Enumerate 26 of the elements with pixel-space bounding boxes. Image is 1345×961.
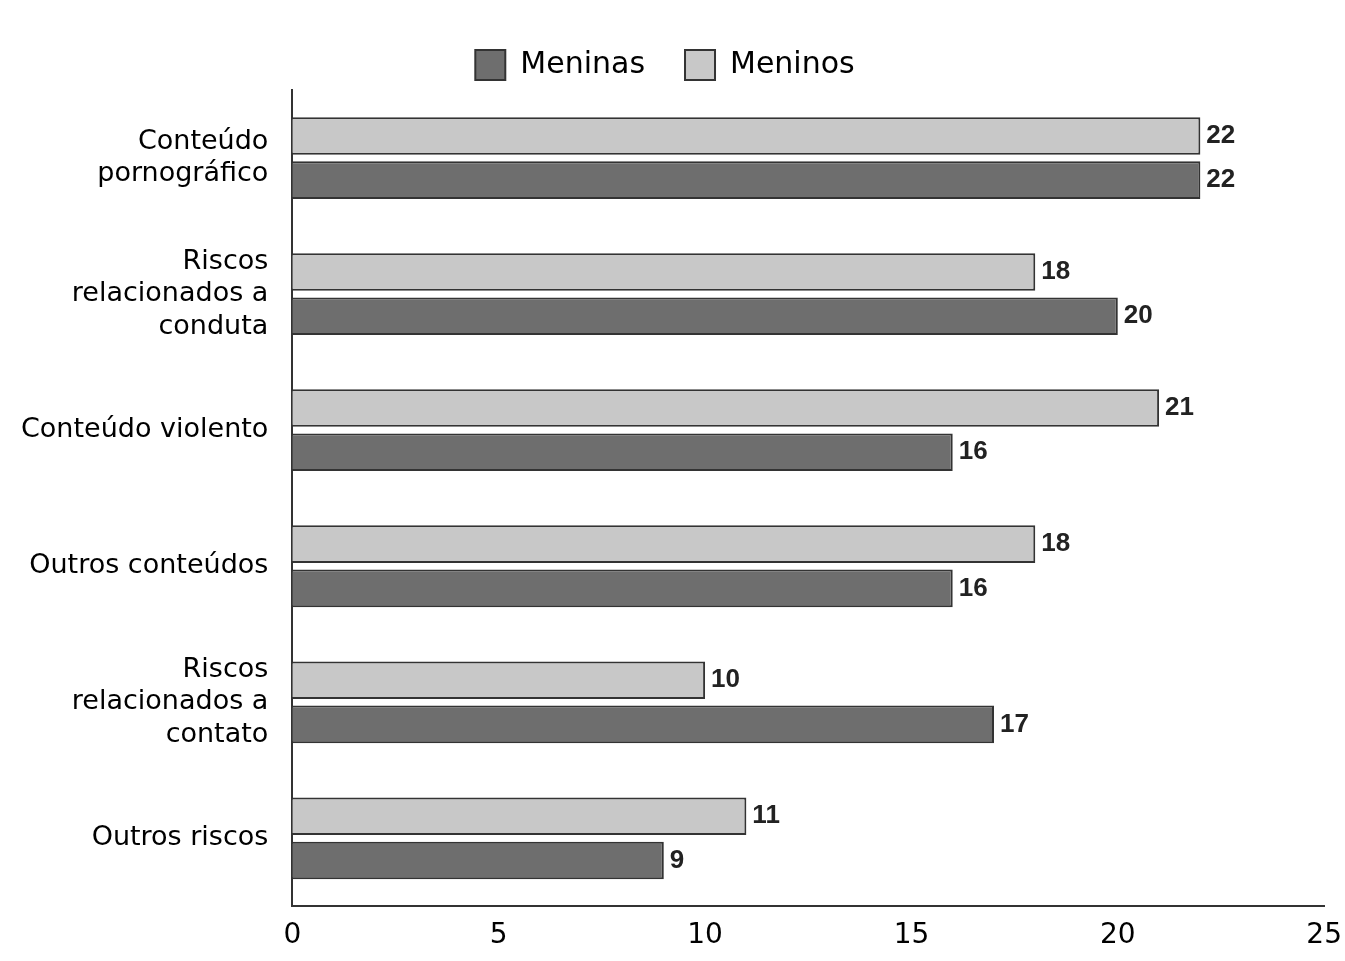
data-label: 22	[1206, 163, 1236, 194]
y-tick-label: Outros conteúdos	[29, 548, 269, 580]
data-label: 17	[1000, 707, 1029, 738]
x-tick-label: 25	[1306, 917, 1343, 951]
data-label: 18	[1041, 255, 1071, 286]
legend-label: Meninas	[520, 44, 646, 80]
y-tick-label: Riscos relacionados a conduta	[71, 243, 269, 340]
data-label: 11	[752, 799, 780, 830]
x-tick-label: 20	[1100, 917, 1136, 951]
data-label: 18	[1041, 527, 1071, 558]
x-tick-label: 5	[489, 917, 508, 951]
x-tick-label: 10	[687, 917, 723, 951]
y-tick-label: Conteúdo violento	[20, 412, 269, 444]
data-label: 9	[669, 843, 685, 874]
data-label: 16	[958, 435, 988, 466]
data-label: 10	[711, 663, 741, 694]
x-tick-label: 0	[283, 917, 302, 951]
x-tick-label: 15	[893, 917, 930, 951]
legend-label: Meninos	[730, 44, 855, 80]
y-tick-label: Riscos relacionados a contato	[71, 651, 269, 748]
y-tick-label: Outros riscos	[91, 820, 269, 852]
data-label: 20	[1123, 299, 1153, 330]
data-label: 16	[958, 571, 988, 602]
y-tick-label: Conteúdo pornográfico	[97, 123, 269, 188]
data-label: 22	[1206, 119, 1236, 150]
data-label: 21	[1165, 391, 1195, 422]
